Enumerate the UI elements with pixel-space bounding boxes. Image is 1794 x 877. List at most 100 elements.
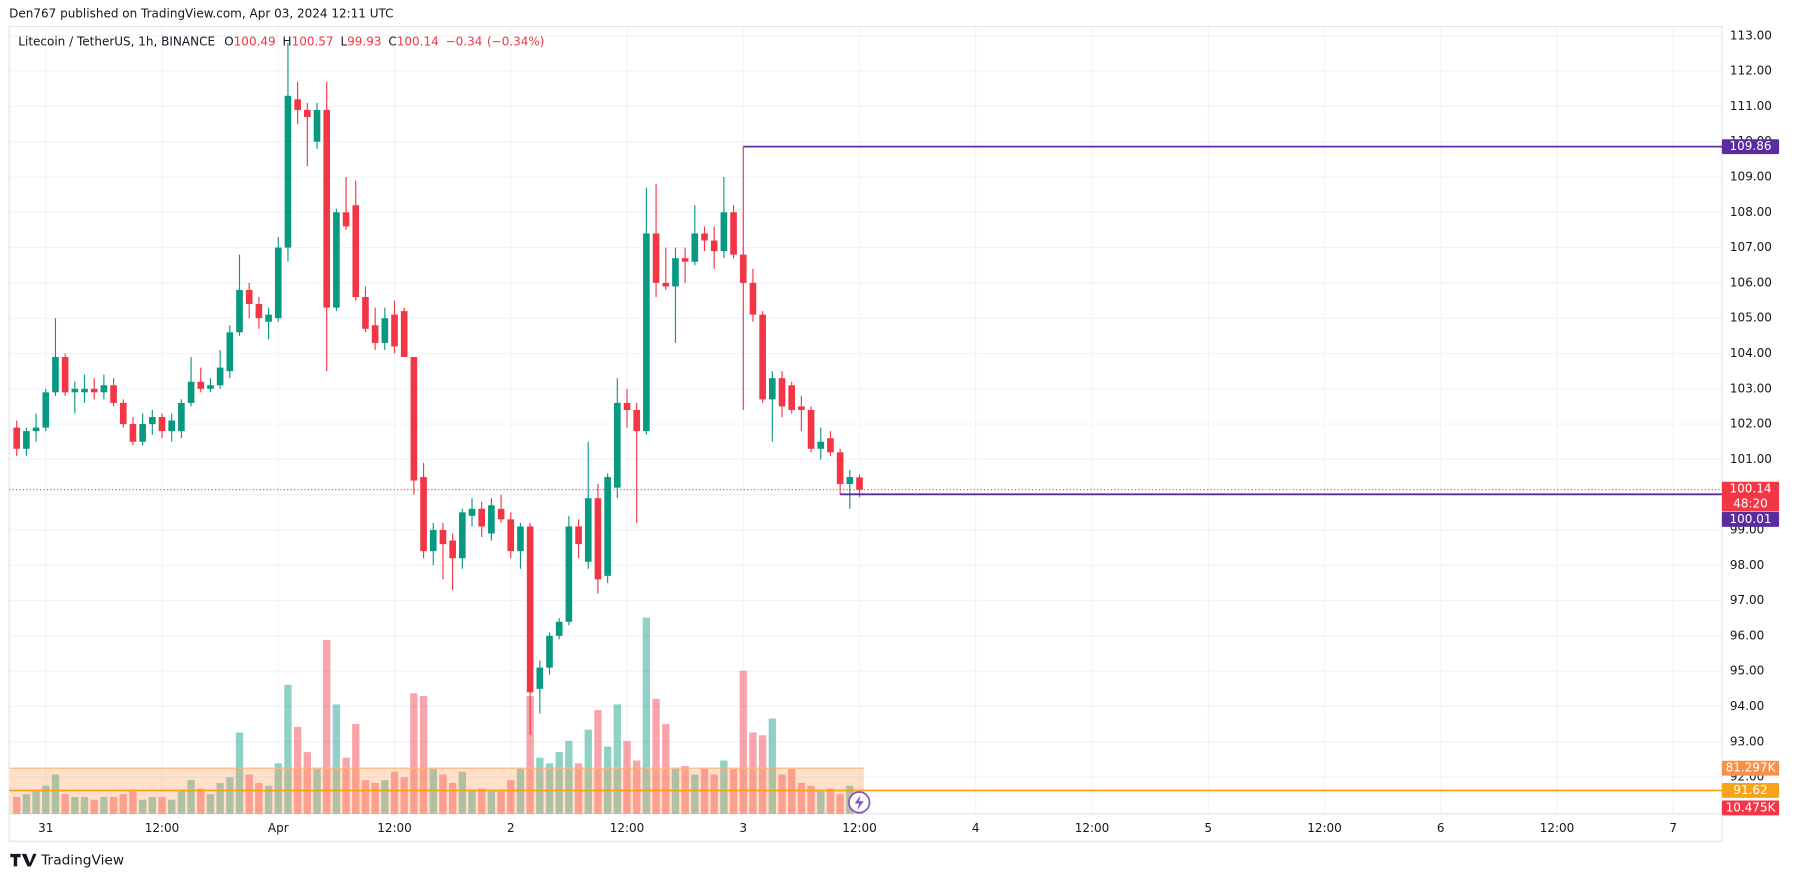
y-tick-label: 102.00 [1730,417,1772,431]
x-tick-label: 7 [1669,821,1677,835]
volume-bar [138,799,147,814]
volume-bar [797,782,806,814]
volume-bar [410,693,418,814]
volume-bar [468,791,476,814]
volume-bar [487,791,496,814]
x-tick-label: 12:00 [610,821,645,835]
candle-body [71,388,79,393]
x-tick-label: 12:00 [842,821,877,835]
candle-body [759,314,766,400]
volume-bar [758,735,767,814]
volume-bar [342,757,350,814]
candle-body [216,367,224,386]
volume-bar [216,782,224,814]
candle-body [362,297,369,329]
y-tick-label: 104.00 [1730,346,1772,360]
volume-bar [51,774,60,814]
candle-body [769,378,776,400]
candle-body [81,388,88,393]
candle-body [749,282,757,315]
candle-body [245,289,253,305]
candle-body [594,498,602,580]
candle-body [381,318,389,343]
volume-bar [206,794,215,814]
c-label: C [388,34,396,48]
volume-bar [739,670,747,814]
candle-body [507,519,515,552]
volume-bar [526,696,534,814]
candle-body [565,526,573,622]
h-label: H [283,34,292,48]
volume-bar [129,791,137,814]
last-price-label: 48:20 [1733,497,1768,511]
candle-body [100,385,108,393]
volume-bar [458,771,466,814]
candle-body [827,438,834,453]
volume-bar [691,774,699,814]
volume-bar [381,780,389,814]
candle-body [352,205,360,298]
x-tick-label: 5 [1204,821,1212,835]
y-tick-label: 95.00 [1730,664,1764,678]
volume-bar [71,796,79,814]
x-tick-label: 12:00 [1307,821,1342,835]
overlays: 113.00112.00111.00110.00109.00108.00107.… [9,28,1780,835]
candle-body [371,325,379,343]
volume-bar [749,732,757,814]
x-tick-label: 31 [38,821,53,835]
volume-bar [90,799,98,814]
candle-body [255,304,263,319]
volume-bar [497,791,505,814]
candle-body [294,99,301,110]
candle-body [400,311,408,358]
volume-bar [400,777,408,814]
candle-body [497,508,505,520]
volume-bar [662,724,670,814]
y-tick-label: 108.00 [1730,205,1772,219]
grid [9,26,1722,814]
volume-bar [826,788,835,814]
y-tick-label: 103.00 [1730,381,1772,395]
volume-bar [332,704,341,814]
candle-body [488,505,495,534]
candle-body [129,424,137,442]
x-tick-label: 4 [972,821,980,835]
o-label: O [224,34,233,48]
candle-body [643,233,650,432]
y-tick-label: 96.00 [1730,628,1764,642]
candle-body [420,477,427,552]
volume-bar [42,785,50,814]
candle-body [468,508,476,516]
candle-body [536,667,544,689]
volume-bar [284,684,292,814]
y-tick-label: 94.00 [1730,699,1764,713]
candle-body [710,240,718,252]
alert-bolt [854,795,864,811]
volume-bar [13,796,21,814]
candle-body [459,512,466,559]
volume-bar [390,771,399,814]
candle-body [730,212,737,255]
volume-bar [32,791,40,814]
candle-body [856,477,863,490]
y-tick-label: 105.00 [1730,311,1772,325]
candle-body [672,258,679,287]
volume-bar [235,732,244,814]
candle-body [207,385,214,389]
candle-body [158,417,166,432]
c-value: 100.14 [397,34,439,48]
volume-bar [119,794,127,814]
volume-bar [584,729,592,814]
volume-label: 10.475K [1726,800,1777,814]
candle-body [623,402,631,410]
volume-bar [652,698,660,814]
volume-bar [507,780,515,814]
candle-body [187,381,195,403]
volume-bar [419,696,428,814]
volume-bar [80,796,89,814]
candle-body [410,357,418,481]
candle-body [575,526,582,545]
candle-body [178,402,185,432]
y-tick-label: 101.00 [1730,452,1772,466]
